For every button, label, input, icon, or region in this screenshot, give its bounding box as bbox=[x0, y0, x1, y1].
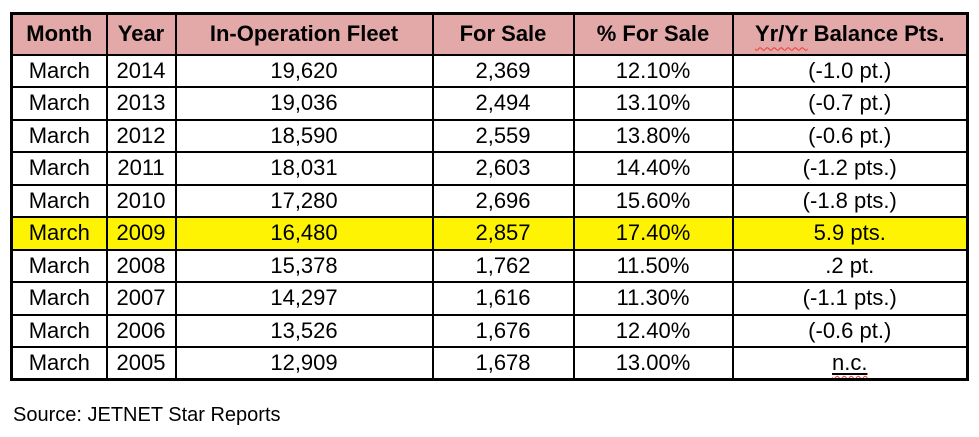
table-row: March 2009 16,480 2,857 17.40% 5.9 pts. bbox=[10, 216, 969, 251]
cell-year: 2005 bbox=[105, 346, 177, 381]
cell-balance: (-1.0 pt.) bbox=[731, 53, 969, 88]
cell-year: 2013 bbox=[105, 86, 177, 121]
cell-fleet: 18,031 bbox=[174, 151, 434, 186]
cell-month: March bbox=[10, 151, 108, 186]
cell-fleet: 15,378 bbox=[174, 248, 434, 283]
cell-pct-for-sale: 12.40% bbox=[572, 313, 734, 348]
cell-balance: (-0.6 pt.) bbox=[731, 118, 969, 153]
header-row: Month Year In-Operation Fleet For Sale% For… bbox=[10, 12, 969, 56]
cell-year: 2009 bbox=[105, 216, 177, 251]
cell-fleet: 17,280 bbox=[174, 183, 434, 218]
table-row: March 2008 15,378 1,762 11.50% .2 pt. bbox=[10, 248, 969, 283]
cell-balance: (-0.6 pt.) bbox=[731, 313, 969, 348]
cell-month: March bbox=[10, 313, 108, 348]
cell-fleet: 13,526 bbox=[174, 313, 434, 348]
cell-fleet: 18,590 bbox=[174, 118, 434, 153]
column-header-month: Month bbox=[10, 12, 108, 56]
source-note: Source: JETNET Star Reports bbox=[13, 404, 281, 426]
cell-pct-for-sale: 13.00% bbox=[572, 346, 734, 381]
cell-balance: (-1.2 pts.) bbox=[731, 151, 969, 186]
table-row: March 2011 18,031 2,603 14.40% (-1.2 pts.) bbox=[10, 151, 969, 186]
cell-month: March bbox=[10, 346, 108, 381]
fleet-data-table: Month Year In-Operation Fleet For Sale% For… bbox=[10, 12, 969, 381]
cell-fleet: 16,480 bbox=[174, 216, 434, 251]
cell-pct-for-sale: 15.60% bbox=[572, 183, 734, 218]
cell-fleet: 12,909 bbox=[174, 346, 434, 381]
column-header-year: Year bbox=[105, 12, 177, 56]
cell-for-sale: 2,696 bbox=[431, 183, 575, 218]
cell-month: March bbox=[10, 183, 108, 218]
table-row: March 2012 18,590 2,559 13.80% (-0.6 pt.) bbox=[10, 118, 969, 153]
cell-balance: (-1.8 pts.) bbox=[731, 183, 969, 218]
cell-year: 2014 bbox=[105, 53, 177, 88]
cell-month: March bbox=[10, 216, 108, 251]
cell-pct-for-sale: 17.40% bbox=[572, 216, 734, 251]
cell-year: 2008 bbox=[105, 248, 177, 283]
table-body: March 2014 19,620 2,369 12.10% (-1.0 pt.) Marc… bbox=[10, 53, 969, 381]
table-row: March 2005 12,909 1,678 13.00% n.c. bbox=[10, 346, 969, 381]
cell-for-sale: 2,369 bbox=[431, 53, 575, 88]
cell-pct-for-sale: 11.30% bbox=[572, 281, 734, 316]
cell-month: March bbox=[10, 281, 108, 316]
table-row: March 2007 14,297 1,616 11.30% (-1.1 pts.) bbox=[10, 281, 969, 316]
cell-month: March bbox=[10, 86, 108, 121]
table-row: March 2014 19,620 2,369 12.10% (-1.0 pt.) bbox=[10, 53, 969, 88]
column-header-for-sale: For Sale bbox=[431, 12, 575, 56]
cell-for-sale: 1,678 bbox=[431, 346, 575, 381]
cell-fleet: 19,036 bbox=[174, 86, 434, 121]
spellcheck-underline: n.c. bbox=[832, 350, 868, 375]
cell-month: March bbox=[10, 118, 108, 153]
cell-for-sale: 2,857 bbox=[431, 216, 575, 251]
cell-balance: 5.9 pts. bbox=[731, 216, 969, 251]
cell-for-sale: 2,603 bbox=[431, 151, 575, 186]
cell-for-sale: 2,494 bbox=[431, 86, 575, 121]
column-header-balance: Yr/Yr Balance Pts. bbox=[731, 12, 969, 56]
cell-pct-for-sale: 11.50% bbox=[572, 248, 734, 283]
cell-year: 2012 bbox=[105, 118, 177, 153]
cell-pct-for-sale: 14.40% bbox=[572, 151, 734, 186]
cell-fleet: 19,620 bbox=[174, 53, 434, 88]
cell-balance: (-1.1 pts.) bbox=[731, 281, 969, 316]
table-row: March 2010 17,280 2,696 15.60% (-1.8 pts.) bbox=[10, 183, 969, 218]
cell-balance: (-0.7 pt.) bbox=[731, 86, 969, 121]
spellcheck-underline: Yr/Yr bbox=[754, 21, 808, 47]
cell-balance: .2 pt. bbox=[731, 248, 969, 283]
cell-year: 2007 bbox=[105, 281, 177, 316]
cell-balance: n.c. bbox=[731, 346, 969, 381]
cell-pct-for-sale: 13.80% bbox=[572, 118, 734, 153]
cell-for-sale: 1,616 bbox=[431, 281, 575, 316]
cell-year: 2010 bbox=[105, 183, 177, 218]
table-row: March 2013 19,036 2,494 13.10% (-0.7 pt.) bbox=[10, 86, 969, 121]
cell-year: 2006 bbox=[105, 313, 177, 348]
cell-pct-for-sale: 13.10% bbox=[572, 86, 734, 121]
cell-for-sale: 1,762 bbox=[431, 248, 575, 283]
column-header-pct-for-sale: % For Sale bbox=[572, 12, 734, 56]
table-row: March 2006 13,526 1,676 12.40% (-0.6 pt.) bbox=[10, 313, 969, 348]
cell-fleet: 14,297 bbox=[174, 281, 434, 316]
column-header-fleet: In-Operation Fleet bbox=[174, 12, 434, 56]
cell-month: March bbox=[10, 53, 108, 88]
cell-year: 2011 bbox=[105, 151, 177, 186]
cell-for-sale: 2,559 bbox=[431, 118, 575, 153]
cell-pct-for-sale: 12.10% bbox=[572, 53, 734, 88]
cell-for-sale: 1,676 bbox=[431, 313, 575, 348]
cell-month: March bbox=[10, 248, 108, 283]
